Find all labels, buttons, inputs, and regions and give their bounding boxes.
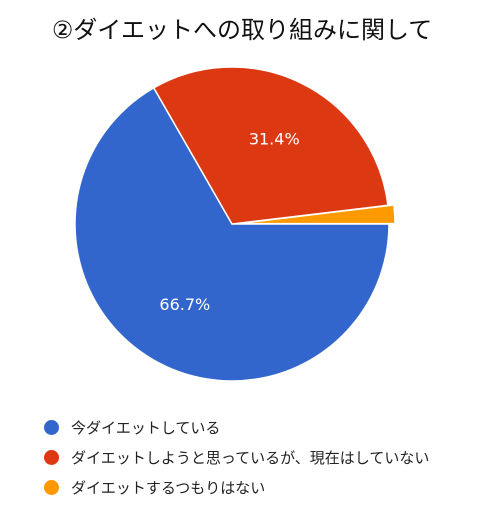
legend-label: 今ダイエットしている bbox=[71, 418, 221, 437]
legend-swatch bbox=[44, 419, 59, 435]
legend-item: ダイエットするつもりはない bbox=[44, 472, 429, 502]
pie-chart: 66.7% 31.4% bbox=[74, 66, 396, 382]
pie-slice bbox=[237, 204, 396, 225]
pie-slice bbox=[152, 66, 389, 225]
legend-swatch bbox=[44, 479, 59, 495]
legend-item: 今ダイエットしている bbox=[44, 412, 429, 442]
legend: 今ダイエットしているダイエットしようと思っているが、現在はしていない ダイエットす… bbox=[44, 412, 429, 502]
pie-slice bbox=[74, 86, 390, 382]
legend-label: ダイエットしようと思っているが、現在はしていない bbox=[71, 448, 430, 467]
chart-title: ②ダイエットへの取り組みに関して bbox=[51, 16, 433, 44]
slice-value-label: 66.7% bbox=[159, 295, 210, 314]
slice-value-label: 31.4% bbox=[249, 129, 300, 148]
legend-label: ダイエットするつもりはない bbox=[71, 478, 266, 497]
legend-swatch bbox=[44, 449, 59, 465]
legend-item: ダイエットしようと思っているが、現在はしていない bbox=[44, 442, 429, 472]
